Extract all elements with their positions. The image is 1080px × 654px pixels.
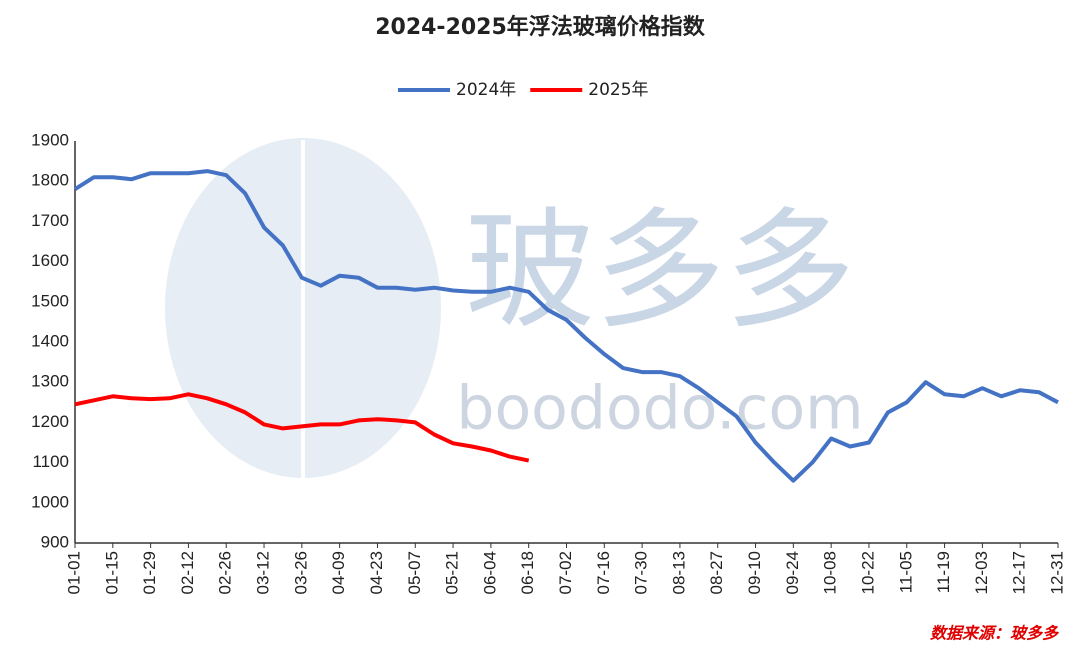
x-tick-label: 03-12 [254,551,273,594]
chart-title: 2024-2025年浮法玻璃价格指数 [375,14,706,40]
series-line [73,169,1059,483]
y-tick-label: 1700 [31,211,69,230]
y-tick-label: 1900 [31,130,69,149]
x-tick-label: 11-05 [896,551,915,593]
x-tick-label: 04-09 [329,551,348,594]
x-tick-label: 03-26 [291,551,310,594]
y-tick-label: 1400 [31,331,69,350]
y-tick-label: 900 [41,532,69,551]
x-tick-label: 09-24 [783,551,802,594]
x-tick-label: 02-12 [178,551,197,594]
y-tick-label: 1300 [31,372,69,391]
x-tick-label: 12-03 [972,551,991,594]
x-tick-label: 02-26 [216,551,235,594]
x-tick-label: 08-13 [669,551,688,594]
x-tick-label: 10-22 [858,551,877,594]
y-tick-label: 1200 [31,412,69,431]
y-tick-label: 1800 [31,171,69,190]
x-tick-label: 06-04 [480,551,499,594]
x-tick-label: 06-18 [518,551,537,594]
x-tick-label: 10-08 [821,551,840,594]
x-tick-label: 12-31 [1047,551,1066,594]
y-tick-label: 1600 [31,251,69,270]
x-tick-label: 01-01 [64,551,83,594]
x-tick-label: 07-02 [556,551,575,594]
legend-label: 2024年 [456,80,516,100]
x-tick-label: 05-21 [443,551,462,594]
x-tick-label: 11-19 [934,551,953,593]
watermark-url: boododo.com [456,374,863,444]
x-tick-label: 12-17 [1010,551,1029,594]
y-tick-label: 1500 [31,291,69,310]
x-tick-label: 01-29 [140,551,159,594]
x-tick-label: 08-27 [707,551,726,594]
x-tick-label: 05-07 [405,551,424,594]
x-tick-label: 09-10 [745,551,764,594]
watermark-text: 玻多多 [465,195,855,347]
y-tick-label: 1000 [31,492,69,511]
x-tick-label: 07-30 [632,551,651,594]
x-tick-label: 01-15 [102,551,121,594]
x-tick-label: 07-16 [594,551,613,594]
legend-label: 2025年 [588,80,648,100]
series-line [74,392,530,463]
y-tick-label: 1100 [32,452,69,471]
x-tick-label: 04-23 [367,551,386,594]
source-note: 数据来源：玻多多 [930,624,1060,643]
